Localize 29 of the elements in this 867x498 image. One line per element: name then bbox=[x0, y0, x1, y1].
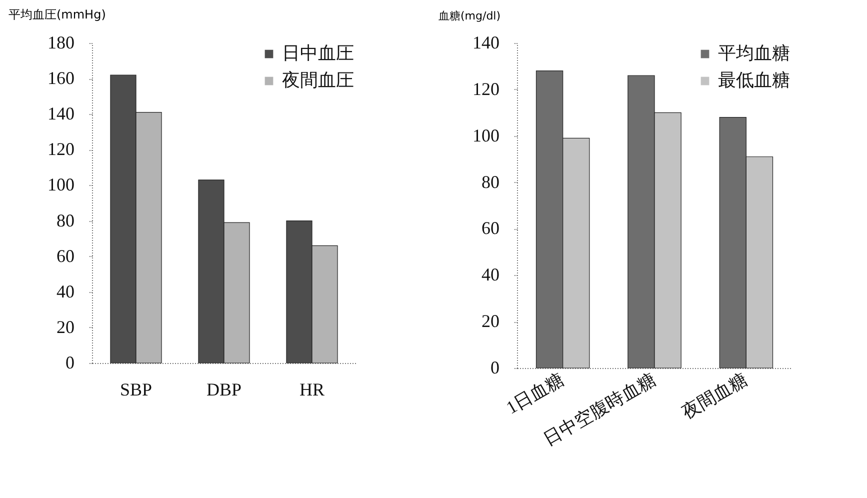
y-tick-label: 0 bbox=[66, 352, 74, 372]
x-tick-label: DBP bbox=[206, 380, 242, 400]
y-tick-label: 120 bbox=[48, 139, 74, 160]
y-tick-label: 100 bbox=[472, 125, 500, 146]
y-tick-label: 60 bbox=[56, 246, 74, 266]
y-tick-label: 80 bbox=[482, 172, 500, 192]
y-tick-label: 100 bbox=[48, 174, 74, 195]
x-tick-label: 夜間血糖 bbox=[678, 368, 751, 422]
x-tick-label: SBP bbox=[120, 380, 152, 400]
y-tick-label: 40 bbox=[56, 281, 74, 302]
y-tick-label: 0 bbox=[490, 358, 500, 378]
y-axis-title: 血糖(mg/dl) bbox=[438, 10, 501, 22]
x-tick-label: 1日血糖 bbox=[502, 368, 568, 418]
y-tick-label: 140 bbox=[48, 104, 74, 124]
y-tick-label: 140 bbox=[472, 32, 500, 52]
legend-label: 夜間血圧 bbox=[282, 70, 354, 90]
x-tick-label: HR bbox=[299, 380, 325, 400]
y-tick-label: 40 bbox=[482, 264, 500, 285]
legend-label: 平均血糖 bbox=[718, 43, 790, 63]
y-axis-title: 平均血圧(mmHg) bbox=[8, 8, 106, 22]
y-tick-label: 20 bbox=[56, 316, 74, 337]
y-tick-label: 60 bbox=[482, 218, 500, 238]
y-tick-label: 180 bbox=[48, 32, 74, 52]
y-tick-label: 20 bbox=[482, 311, 500, 332]
y-tick-label: 120 bbox=[472, 78, 500, 99]
legend-label: 日中血圧 bbox=[282, 43, 354, 63]
y-tick-label: 80 bbox=[56, 210, 74, 230]
legend-label: 最低血糖 bbox=[718, 70, 790, 90]
y-tick-label: 160 bbox=[48, 68, 74, 88]
